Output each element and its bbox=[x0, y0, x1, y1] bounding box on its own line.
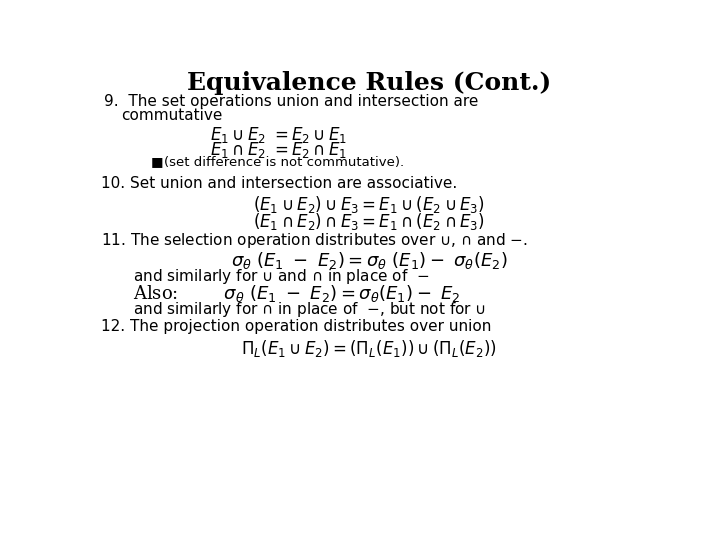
Text: $E_1 \cup E_2\ = E_2 \cup E_1$: $E_1 \cup E_2\ = E_2 \cup E_1$ bbox=[210, 125, 347, 145]
Text: and similarly for $\cup$ and $\cap$ in place of  $-$: and similarly for $\cup$ and $\cap$ in p… bbox=[132, 267, 429, 286]
Text: (set difference is not commutative).: (set difference is not commutative). bbox=[164, 156, 405, 168]
Text: Also:        $\sigma_{\theta}\ (E_1\ -\ E_2) = \sigma_{\theta}(E_1) -\ E_2$: Also: $\sigma_{\theta}\ (E_1\ -\ E_2) = … bbox=[132, 284, 460, 305]
Text: $(E_1 \cup E_2) \cup E_3 = E_1 \cup (E_2 \cup E_3)$: $(E_1 \cup E_2) \cup E_3 = E_1 \cup (E_2… bbox=[253, 194, 485, 215]
Text: 10. Set union and intersection are associative.: 10. Set union and intersection are assoc… bbox=[101, 176, 457, 191]
Text: commutative: commutative bbox=[121, 108, 222, 123]
Text: 12. The projection operation distributes over union: 12. The projection operation distributes… bbox=[101, 319, 491, 334]
Text: Equivalence Rules (Cont.): Equivalence Rules (Cont.) bbox=[187, 71, 551, 95]
Text: 11. The selection operation distributes over $\cup$, $\cap$ and $-$.: 11. The selection operation distributes … bbox=[101, 231, 528, 250]
Text: and similarly for $\cap$ in place of  $-$, but not for $\cup$: and similarly for $\cap$ in place of $-$… bbox=[132, 300, 486, 319]
Text: $(E_1 \cap E_2) \cap E_3 = E_1 \cap (E_2 \cap E_3)$: $(E_1 \cap E_2) \cap E_3 = E_1 \cap (E_2… bbox=[253, 211, 485, 232]
Text: $\Pi_L(E_1 \cup E_2) = (\Pi_L(E_1)) \cup (\Pi_L(E_2))$: $\Pi_L(E_1 \cup E_2) = (\Pi_L(E_1)) \cup… bbox=[241, 338, 497, 359]
Text: $E_1 \cap E_2\ = E_2 \cap E_1$: $E_1 \cap E_2\ = E_2 \cap E_1$ bbox=[210, 140, 347, 160]
Text: $\sigma_{\theta}\ (E_1\ -\ E_2) = \sigma_{\theta}\ (E_1) -\ \sigma_{\theta}(E_2): $\sigma_{\theta}\ (E_1\ -\ E_2) = \sigma… bbox=[230, 251, 508, 272]
Text: ■: ■ bbox=[150, 155, 163, 168]
Text: 9.  The set operations union and intersection are: 9. The set operations union and intersec… bbox=[104, 94, 478, 109]
